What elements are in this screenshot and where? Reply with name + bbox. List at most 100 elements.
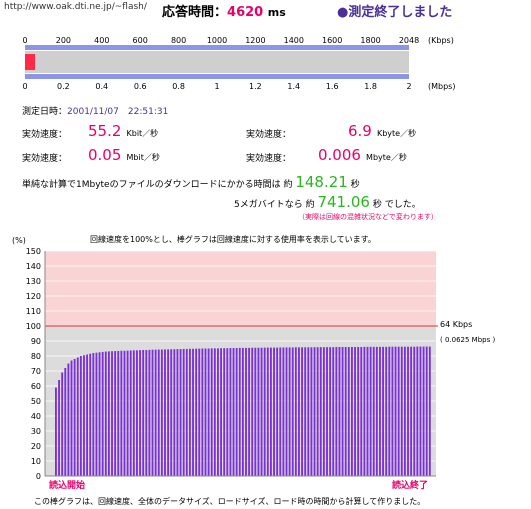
calc1-unit: 秒 — [350, 180, 360, 190]
kbyte-unit: Kbyte／秒 — [376, 129, 417, 138]
chart-title: 回線速度を100%とし、棒グラフは回線速度に対する使用率を表示しています。 — [90, 235, 376, 244]
mbps-stripe — [25, 74, 409, 79]
y-tick-label: 50 — [31, 397, 41, 406]
response-value: 4620 — [227, 5, 264, 20]
y-tick-label: 60 — [31, 382, 41, 391]
usage-bar — [304, 347, 307, 476]
usage-bar — [238, 347, 241, 476]
disclaimer-note: （実際は回線の混雑状況などで変わります） — [298, 213, 438, 221]
speed-meter-track — [25, 51, 409, 73]
usage-bar — [248, 347, 251, 476]
usage-bar — [251, 347, 254, 476]
usage-bar — [201, 348, 204, 476]
y-tick-label: 90 — [31, 337, 41, 346]
usage-bar — [223, 348, 226, 476]
usage-bar — [142, 350, 145, 476]
usage-bar — [198, 348, 201, 476]
usage-bar — [375, 346, 378, 476]
usage-bar — [360, 347, 363, 476]
mbyte-speed: 0.006 Mbyte／秒 — [318, 145, 407, 164]
usage-bar — [123, 350, 126, 476]
usage-bar — [372, 346, 375, 476]
usage-bar — [313, 347, 316, 476]
mbps-tick: 1 — [214, 82, 220, 91]
speed-label-kbyte: 実効速度： — [246, 130, 292, 140]
mbps-tick: 0.2 — [57, 82, 70, 91]
usage-bar — [226, 348, 229, 476]
usage-bar — [254, 347, 257, 476]
mbps-unit: (Mbps) — [428, 82, 456, 91]
kbps-tick: 600 — [132, 36, 148, 45]
reference-label: 64 Kbps — [440, 320, 473, 329]
speed-label-mbit: 実効速度： — [22, 154, 68, 164]
usage-bar — [114, 351, 117, 476]
usage-bar — [326, 347, 328, 476]
kbps-tick: 800 — [170, 36, 187, 45]
y-tick-label: 120 — [26, 292, 41, 301]
usage-bar — [294, 347, 297, 476]
usage-bar — [266, 347, 269, 476]
usage-bar — [126, 350, 129, 476]
usage-bar — [104, 351, 107, 476]
usage-bar — [55, 387, 57, 476]
usage-bar — [207, 348, 210, 476]
date-label: 測定日時： — [22, 107, 68, 117]
over-capacity-area — [45, 251, 436, 326]
usage-bar — [173, 349, 176, 476]
kbps-stripe — [25, 45, 409, 50]
usage-bar — [291, 347, 294, 476]
kbps-tick: 2048 — [398, 36, 420, 45]
usage-bar — [344, 347, 347, 476]
mbyte-unit: Mbyte／秒 — [366, 153, 407, 162]
chart-y-label: (%) — [12, 236, 26, 245]
usage-bar — [397, 346, 400, 476]
usage-bar — [416, 346, 419, 476]
usage-bar — [245, 347, 247, 476]
usage-bar — [160, 349, 163, 476]
mbyte-value: 0.006 — [318, 146, 361, 164]
kbps-tick: 400 — [94, 36, 110, 45]
usage-bar — [167, 349, 170, 476]
kbyte-value: 6.9 — [348, 122, 372, 140]
usage-bar — [95, 352, 98, 476]
usage-bar — [394, 346, 397, 476]
usage-bar — [285, 347, 288, 476]
usage-bar — [400, 346, 403, 476]
date-value: 2001/11/07 22:51:31 — [67, 107, 169, 117]
usage-bar — [98, 352, 101, 476]
usage-bar — [350, 347, 353, 476]
usage-bar — [188, 348, 191, 476]
y-tick-label: 10 — [31, 457, 41, 466]
usage-bar — [419, 346, 422, 476]
usage-bar — [83, 355, 85, 476]
usage-bar — [154, 349, 157, 476]
usage-bar — [260, 347, 263, 476]
usage-bar — [182, 348, 185, 476]
usage-bar — [101, 351, 104, 476]
load-start-label: 読込開始 — [49, 481, 86, 491]
usage-bar — [229, 348, 232, 476]
usage-bar — [338, 347, 341, 476]
kbps-tick: 1200 — [245, 36, 266, 45]
mbit-unit: Mbit／秒 — [126, 153, 160, 162]
usage-bar — [366, 346, 369, 476]
response-label: 応答時間 — [162, 5, 215, 20]
usage-bar — [319, 347, 322, 476]
y-tick-label: 80 — [31, 352, 41, 361]
usage-bar — [273, 347, 275, 476]
mbps-tick: 1.4 — [287, 82, 301, 91]
usage-bar — [269, 347, 272, 476]
usage-bar — [139, 350, 141, 476]
usage-bar — [363, 346, 366, 476]
kbps-tick: 200 — [55, 36, 72, 45]
usage-bar — [235, 348, 238, 476]
y-tick-label: 130 — [26, 277, 41, 286]
kbit-unit: Kbit／秒 — [126, 129, 159, 138]
usage-bar — [357, 347, 360, 476]
mbit-value: 0.05 — [88, 146, 122, 164]
kbps-tick: 1800 — [360, 36, 381, 45]
usage-bar — [220, 348, 223, 476]
usage-bar — [185, 348, 188, 476]
usage-bar — [257, 347, 260, 476]
